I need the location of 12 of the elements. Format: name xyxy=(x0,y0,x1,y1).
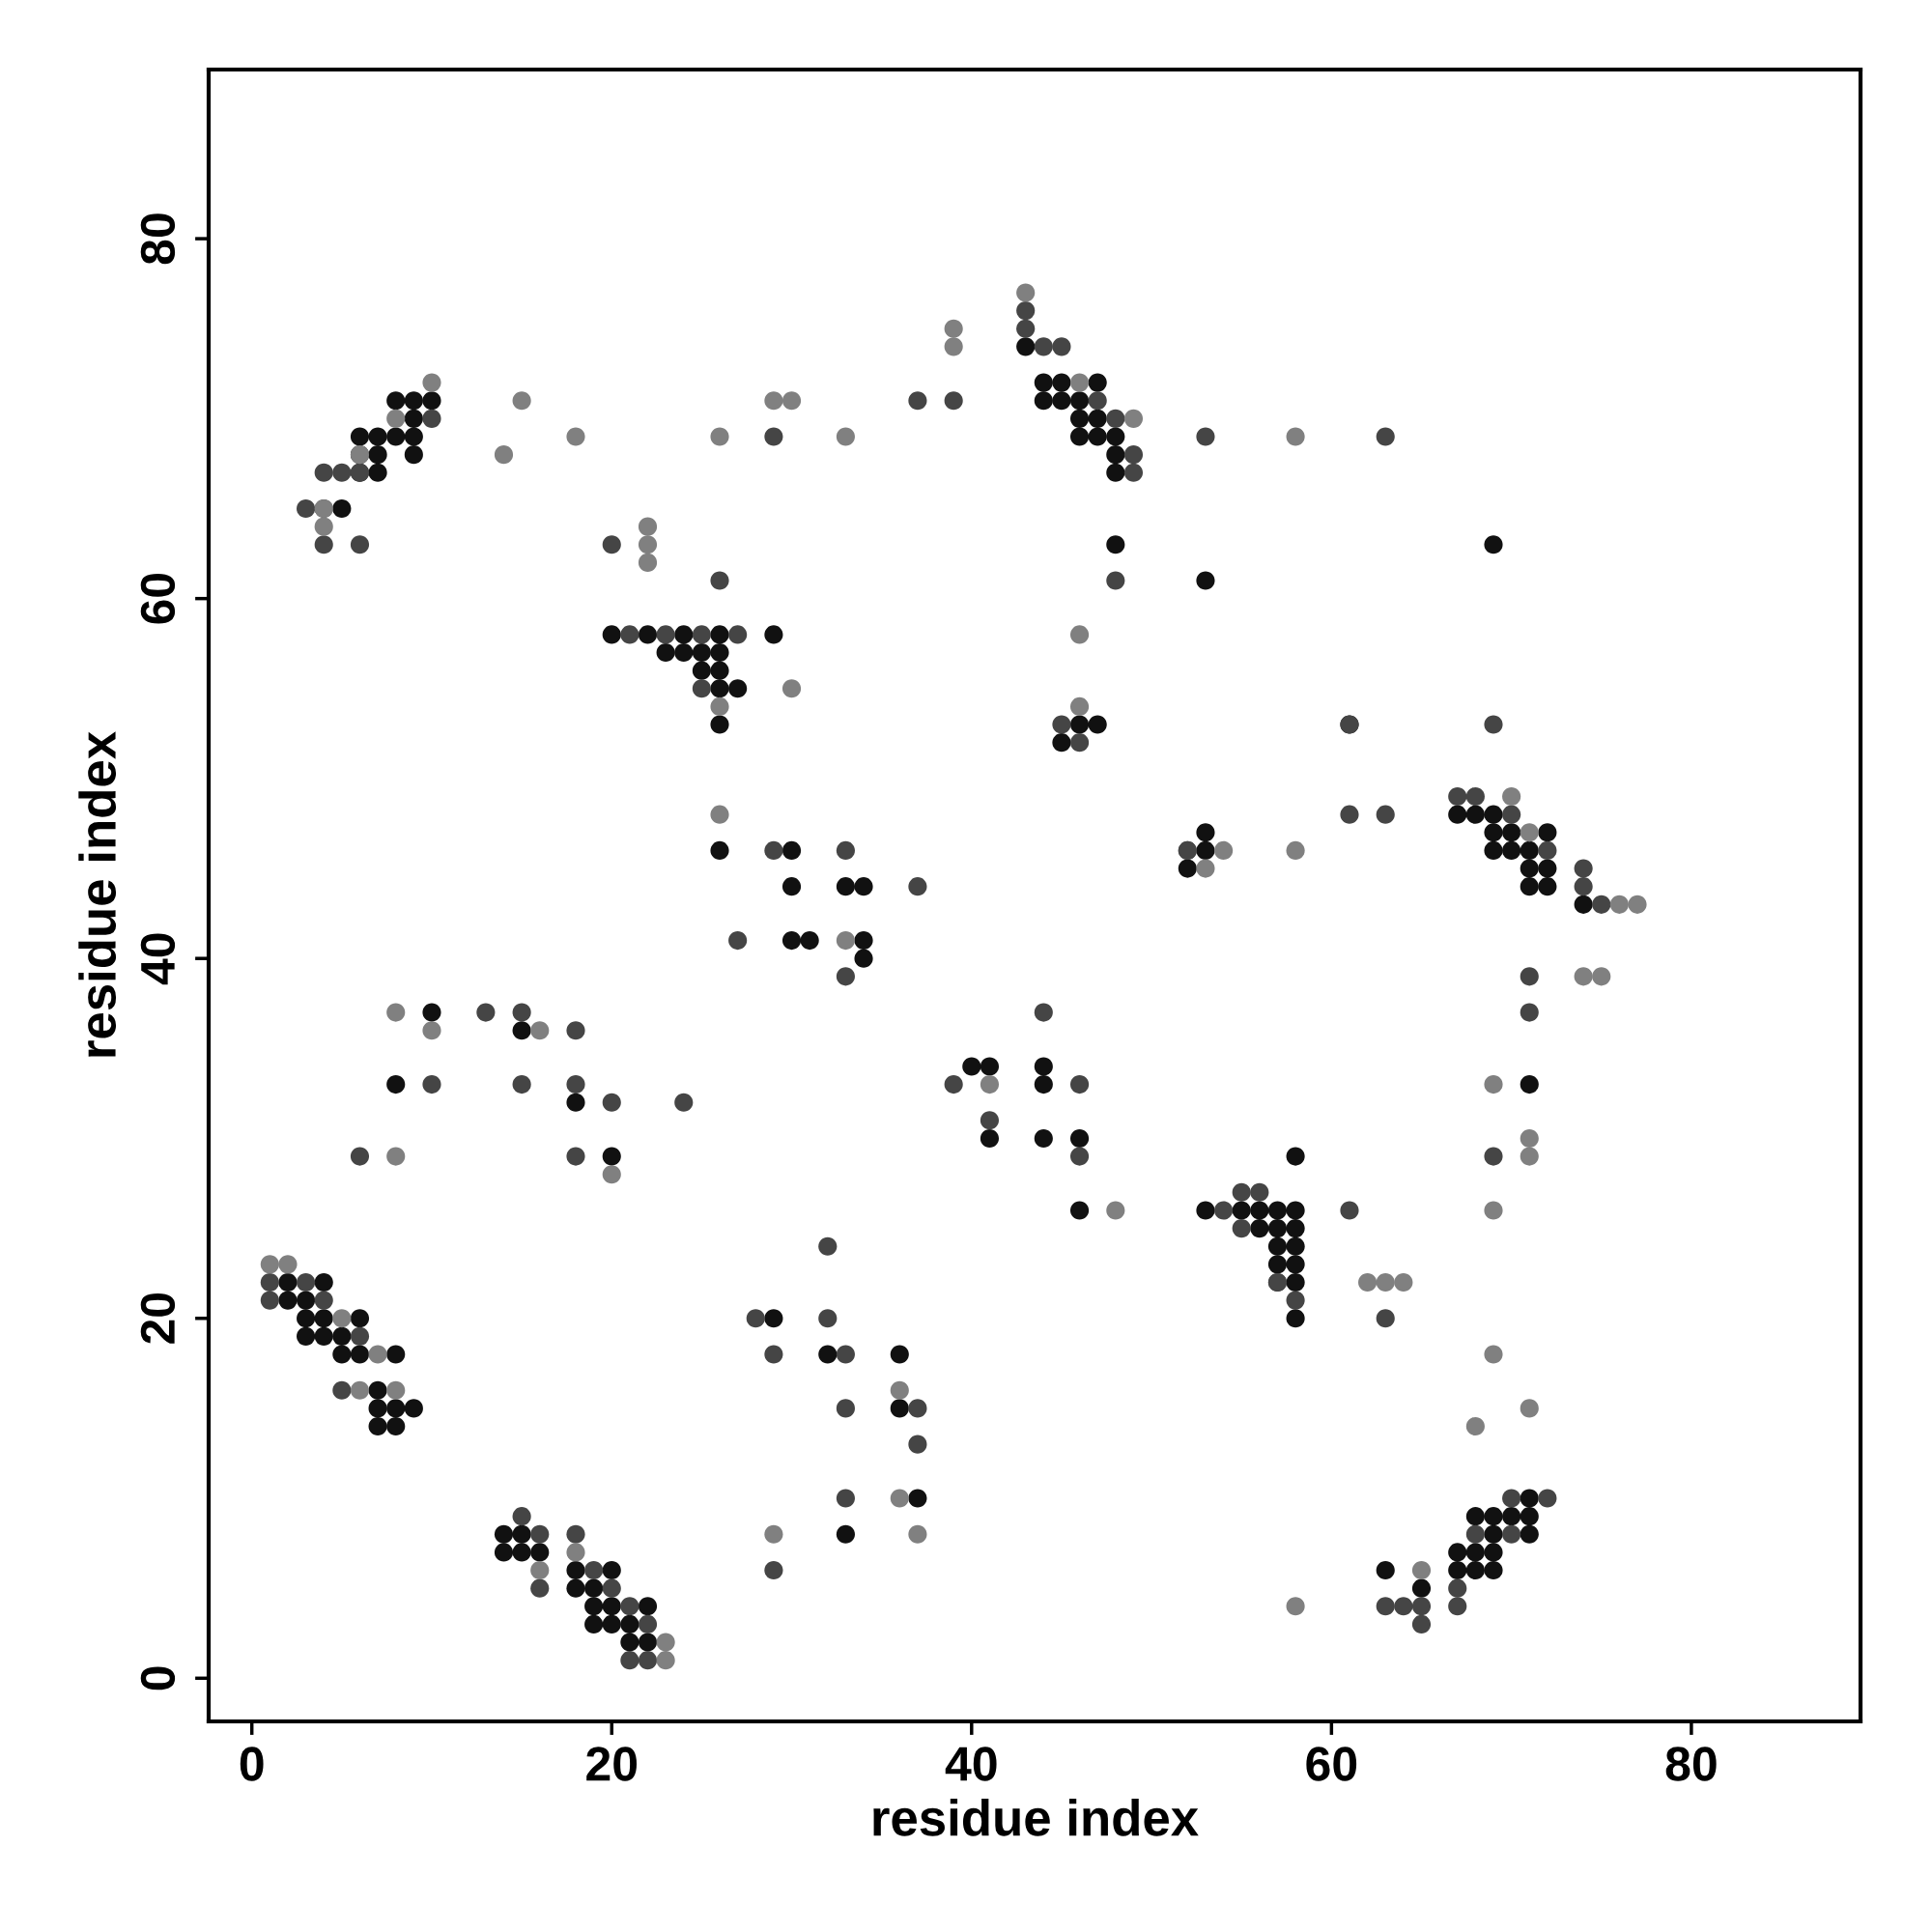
x-tick-label: 20 xyxy=(586,1747,638,1781)
x-tick-label: 60 xyxy=(1306,1747,1357,1781)
x-tick-label: 80 xyxy=(1665,1747,1717,1781)
y-tick-label: 40 xyxy=(140,933,176,985)
y-tick-label: 20 xyxy=(140,1293,176,1344)
y-tick-label: 80 xyxy=(140,213,176,265)
x-axis-title: residue index xyxy=(873,1798,1199,1836)
y-tick-label: 0 xyxy=(140,1666,176,1690)
y-tick-label: 60 xyxy=(140,573,176,624)
x-tick-label: 0 xyxy=(240,1747,264,1781)
x-tick-label: 40 xyxy=(945,1747,997,1781)
y-axis-title: residue index xyxy=(78,731,117,1057)
